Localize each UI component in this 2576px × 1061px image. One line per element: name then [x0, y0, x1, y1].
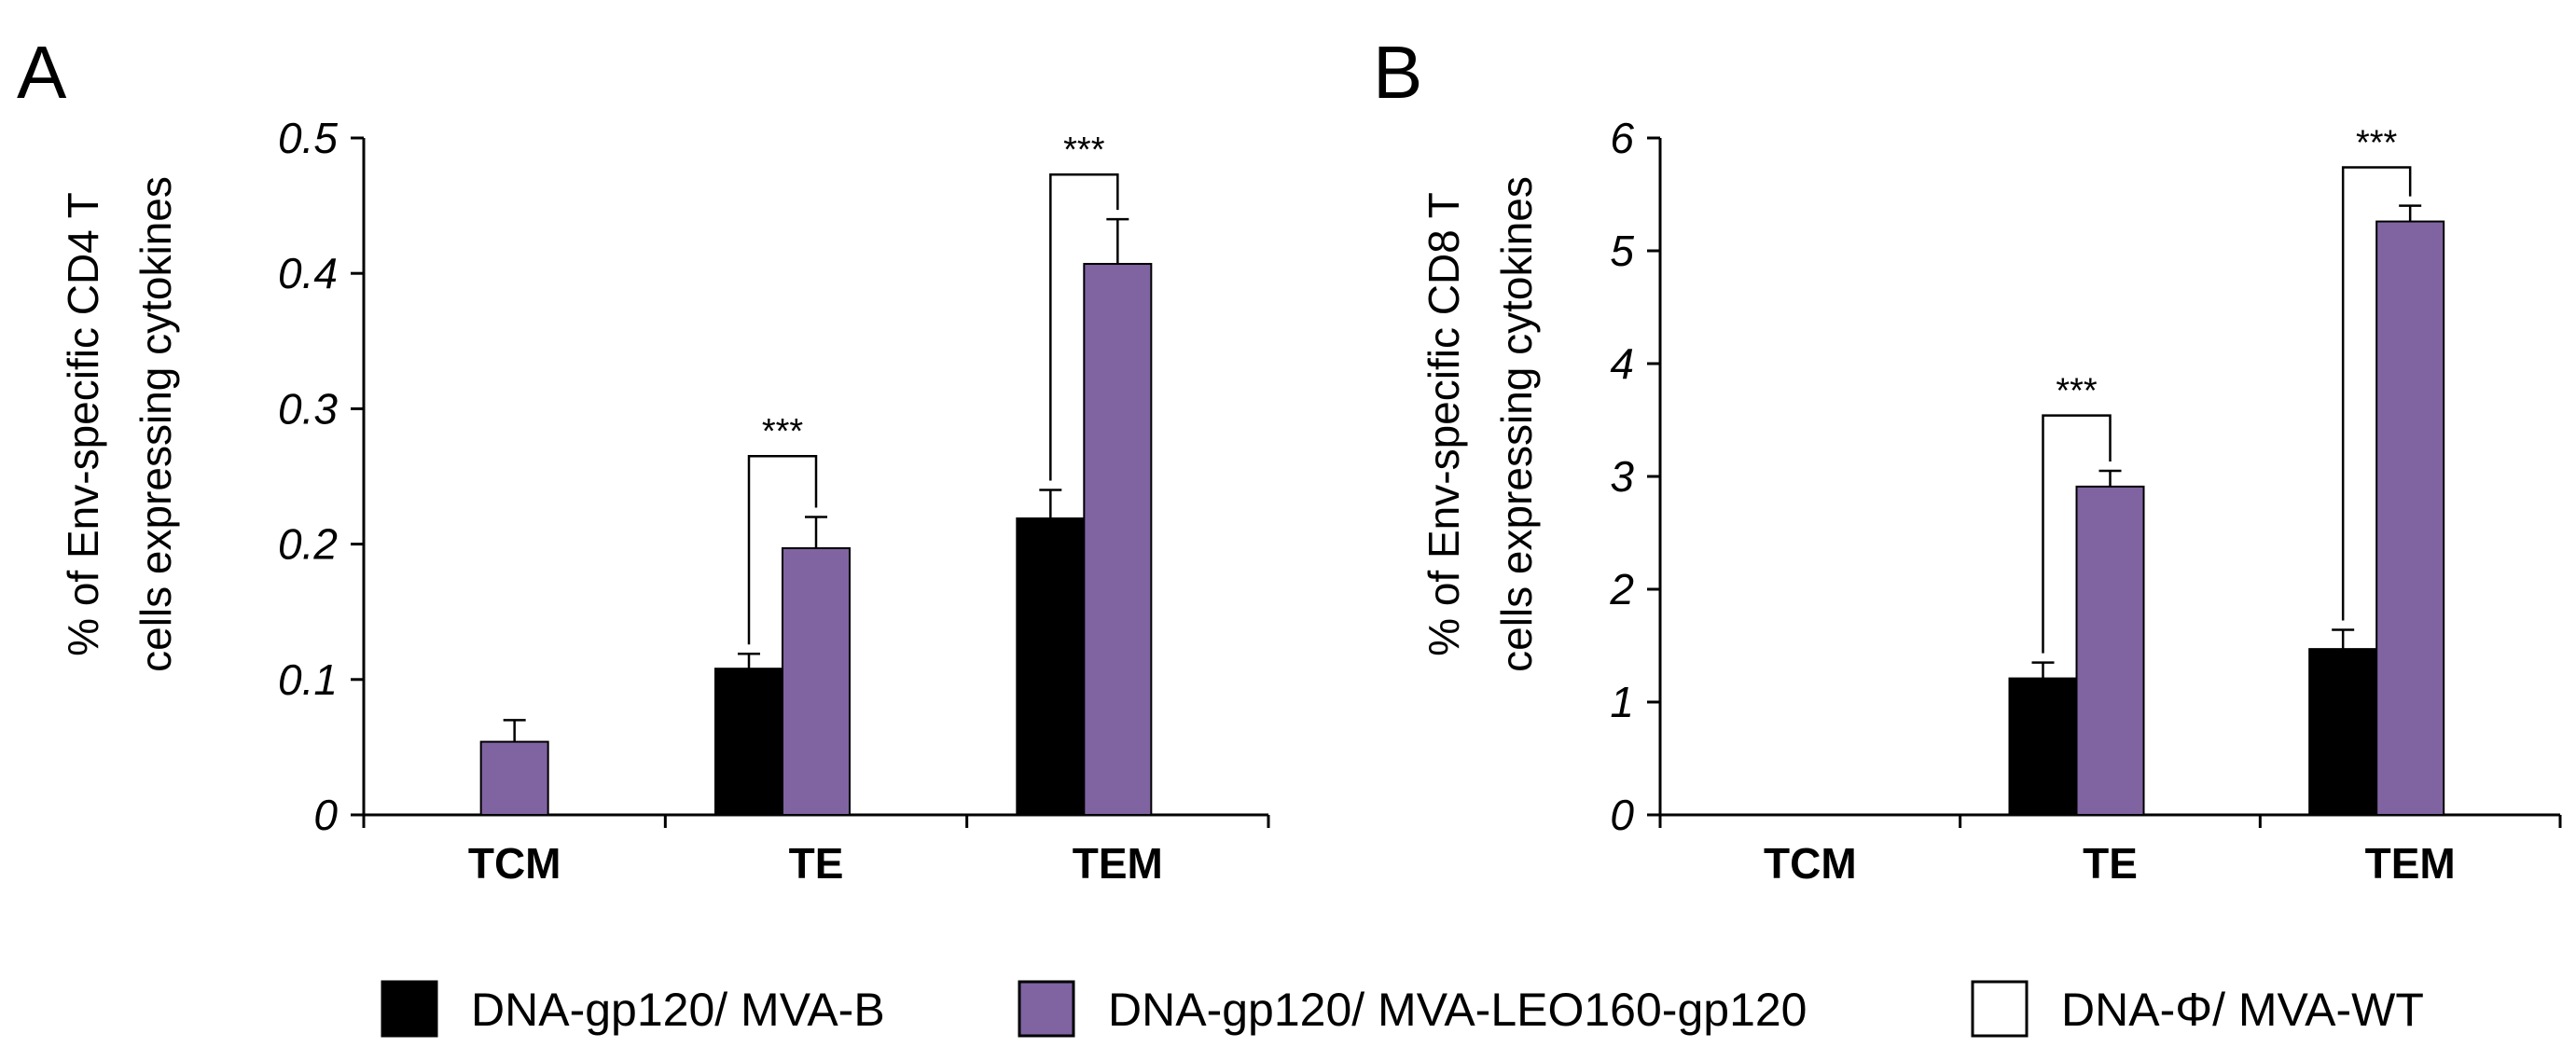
y-tick-label: 1 [1610, 678, 1634, 726]
significance-label: *** [2056, 372, 2098, 411]
legend-label-mva-wt: DNA-Φ/ MVA-WT [2061, 984, 2424, 1036]
legend-swatch-mva-b [381, 980, 438, 1038]
bar-mva-b [1016, 517, 1086, 817]
bar-mva-b [2008, 677, 2078, 817]
legend-label-mva-leo160: DNA-gp120/ MVA-LEO160-gp120 [1108, 984, 1807, 1036]
x-category-label: TE [789, 839, 844, 888]
x-category-label: TCM [468, 839, 561, 888]
bar-mva-b [714, 668, 783, 817]
panel-b: B % of Env-specific CD8 T cells expressi… [1373, 31, 2562, 888]
plot-a: 0 0.1 0.2 0.3 0.4 0.5 TCM TE TEM *** *** [278, 114, 1270, 888]
y-tick-label: 0.2 [278, 520, 338, 569]
legend: DNA-gp120/ MVA-B DNA-gp120/ MVA-LEO160-g… [381, 980, 2424, 1038]
y-tick-label: 0.4 [278, 249, 338, 297]
panel-a-ylabel: % of Env-specific CD4 T cells expressing… [59, 176, 180, 672]
ylabel-line-2: cells expressing cytokines [132, 176, 180, 672]
y-tick-label: 0.1 [278, 655, 338, 704]
bar-mva-leo160 [1083, 263, 1153, 816]
significance-label: *** [762, 412, 804, 451]
significance-bracket [747, 454, 818, 645]
y-tick-label: 0.3 [278, 384, 338, 433]
legend-label-mva-b: DNA-gp120/ MVA-B [471, 984, 885, 1036]
x-category-label: TEM [2365, 839, 2456, 888]
x-category-label: TCM [1764, 839, 1857, 888]
plot-b: 0 1 2 3 4 5 6 TCM TE TEM *** *** [1609, 114, 2562, 888]
legend-item-mva-b: DNA-gp120/ MVA-B [381, 980, 885, 1038]
ylabel-line-1: % of Env-specific CD8 T [1420, 192, 1468, 656]
x-category-label: TE [2083, 839, 2138, 888]
y-tick-label: 2 [1609, 565, 1634, 613]
bar-mva-leo160 [479, 740, 549, 816]
panel-letter-b: B [1373, 31, 1422, 114]
x-category-label: TEM [1073, 839, 1163, 888]
bar-mva-leo160 [782, 546, 851, 816]
ylabel-line-1: % of Env-specific CD4 T [59, 192, 107, 656]
significance-bracket [2042, 414, 2112, 654]
significance-label: *** [1063, 131, 1105, 170]
bar-mva-leo160 [2375, 220, 2445, 817]
significance-label: *** [2356, 123, 2398, 162]
legend-item-mva-wt: DNA-Φ/ MVA-WT [1971, 980, 2424, 1038]
panel-a: A % of Env-specific CD4 T cells expressi… [17, 31, 1270, 888]
panel-letter-a: A [17, 31, 67, 114]
significance-bracket [1049, 172, 1119, 481]
y-tick-label: 0 [313, 791, 338, 839]
y-tick-label: 5 [1610, 227, 1634, 275]
y-tick-label: 6 [1610, 114, 1634, 162]
y-tick-label: 4 [1610, 339, 1634, 388]
y-tick-label: 3 [1610, 452, 1634, 501]
bar-mva-leo160 [2075, 485, 2145, 816]
bar-mva-b [2308, 648, 2378, 816]
legend-swatch-mva-wt [1971, 980, 2029, 1038]
legend-item-mva-leo160: DNA-gp120/ MVA-LEO160-gp120 [1018, 980, 1807, 1038]
y-tick-label: 0 [1610, 791, 1634, 839]
significance-bracket [2341, 166, 2412, 621]
legend-swatch-mva-leo160 [1018, 980, 1075, 1038]
panel-b-ylabel: % of Env-specific CD8 T cells expressing… [1420, 176, 1541, 672]
ylabel-line-2: cells expressing cytokines [1492, 176, 1541, 672]
y-tick-label: 0.5 [278, 114, 338, 162]
